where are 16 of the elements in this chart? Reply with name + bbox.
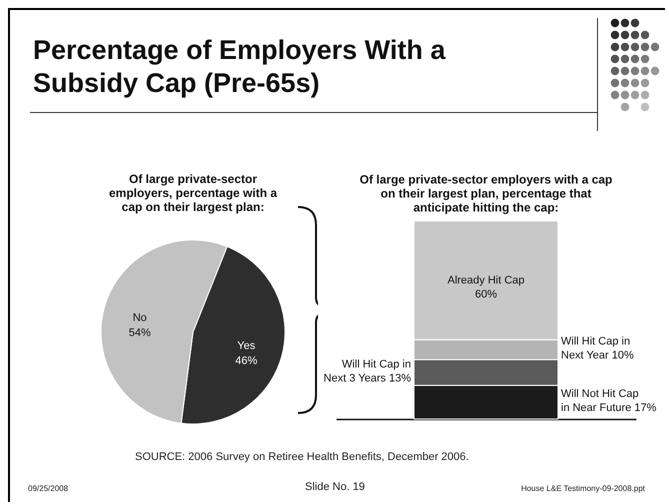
- source-note: SOURCE: 2006 Survey on Retiree Health Benefits, December 2006.: [135, 451, 469, 463]
- data-label: 60%: [474, 288, 498, 300]
- slice-label: No: [132, 312, 147, 324]
- data-label: 54%: [128, 327, 151, 340]
- chart-title: Of large private-sector employers with a cap on their largest plan, percentage that anticipate hitting the cap:: [360, 172, 612, 214]
- chart-title: Percentage of Employers With a Subsidy Cap (Pre-65s): [33, 34, 446, 100]
- text: 09/25/2008: [28, 484, 68, 493]
- text: Will Hit Cap in Next Year 10%: [561, 336, 634, 362]
- text: Slide No. 19: [305, 481, 365, 493]
- text: Will Not Hit Cap in Near Future 17%: [561, 388, 656, 414]
- text: Will Hit Cap in Next 3 Years 13%: [324, 358, 411, 384]
- series-label: Already Hit Cap: [447, 274, 525, 286]
- text: House L&E Testimony-09-2008.ppt: [521, 484, 645, 493]
- slice-label: Yes: [237, 340, 256, 352]
- data-label: 46%: [235, 354, 258, 367]
- chart-subtitle: Of large private-sector employers, percentage with a cap on their largest plan:: [108, 172, 278, 214]
